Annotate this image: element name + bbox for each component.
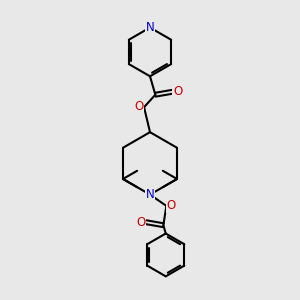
Text: O: O bbox=[134, 100, 144, 113]
Text: O: O bbox=[173, 85, 182, 98]
Text: O: O bbox=[136, 216, 146, 229]
Text: N: N bbox=[146, 188, 154, 201]
Text: N: N bbox=[146, 21, 154, 34]
Text: O: O bbox=[167, 200, 176, 212]
